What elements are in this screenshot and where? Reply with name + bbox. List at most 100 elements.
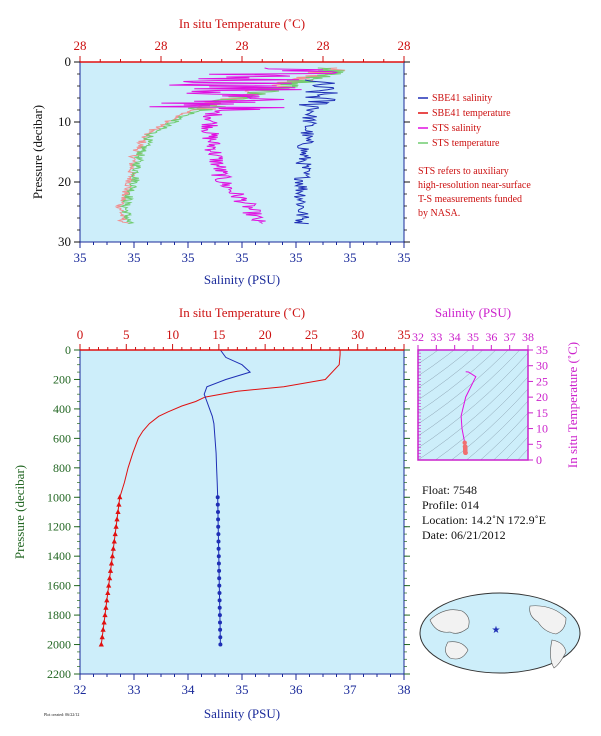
full-profile-top-tick-label: 0 — [77, 327, 84, 342]
full-profile-bottom-axis-label: Salinity (PSU) — [204, 706, 280, 721]
near-surface-ticks: 28 28 28 28 28 35 35 35 35 35 35 35 0 10 20 30 — [58, 38, 411, 265]
near-surface-y-tick-label: 20 — [58, 174, 71, 189]
ts-right-tick-label: 5 — [536, 437, 542, 451]
series-sbe-salinity — [293, 79, 338, 225]
ts-top-tick-label: 34 — [449, 330, 461, 344]
world-map-asia — [429, 609, 470, 634]
full-profile-y-tick-label: 800 — [53, 461, 71, 475]
temperature-marker — [110, 545, 116, 551]
ts-top-tick-label: 36 — [485, 330, 497, 344]
full-profile-y-tick-label: 1800 — [47, 608, 71, 622]
temperature-marker — [99, 634, 105, 640]
ts-series — [460, 371, 477, 455]
salinity-marker — [218, 635, 223, 640]
full-profile-y-tick-label: 1200 — [47, 520, 71, 534]
ts-density-contour — [418, 350, 509, 425]
ts-density-contour — [418, 352, 528, 449]
full-profile-bottom-tick-label: 32 — [74, 682, 87, 697]
temperature-marker — [102, 612, 108, 618]
full-profile-top-tick-label: 10 — [166, 327, 179, 342]
temperature-marker — [107, 575, 113, 581]
salinity-marker — [216, 546, 221, 551]
temperature-marker — [115, 509, 121, 514]
near-surface-y-axis-label: Pressure (decibar) — [30, 105, 45, 199]
temperature-marker — [111, 538, 117, 544]
temperature-marker — [112, 531, 118, 537]
temperature-marker — [109, 553, 115, 559]
full-profile-y-axis-label: Pressure (decibar) — [12, 465, 27, 559]
near-surface-top-tick-label: 28 — [74, 38, 87, 53]
ts-density-contour — [434, 376, 528, 460]
near-surface-bottom-tick-label: 35 — [236, 250, 249, 265]
profile-number: Profile: 014 — [422, 498, 479, 512]
full-profile-bottom-tick-label: 35 — [236, 682, 249, 697]
near-surface-top-tick-label: 28 — [317, 38, 330, 53]
near-surface-y-tick-label: 0 — [65, 54, 72, 69]
near-surface-plot: 28 28 28 28 28 35 35 35 35 35 35 35 0 10 20 30 In situ … — [30, 16, 411, 287]
full-profile-y-tick-label: 1600 — [47, 579, 71, 593]
legend-label-sts-salinity: STS salinity — [432, 123, 481, 134]
salinity-marker — [218, 620, 222, 625]
legend-note-line-2: high-resolution near-surface — [418, 180, 531, 191]
legend-note-line-4: by NASA. — [418, 208, 460, 219]
series-sts-salinity — [149, 67, 339, 225]
profile-date: Date: 06/21/2012 — [422, 528, 506, 542]
temperature-marker — [108, 560, 115, 566]
near-surface-bottom-tick-label: 35 — [398, 250, 411, 265]
ts-density-contour — [418, 364, 528, 460]
salinity-marker — [218, 642, 223, 647]
ts-top-tick-label: 38 — [522, 330, 534, 344]
legend-label-sbe-temperature: SBE41 temperature — [432, 108, 511, 119]
float-location-marker: ★ — [492, 625, 501, 636]
legend: SBE41 salinity SBE41 temperature STS sal… — [418, 93, 531, 219]
temperature-marker — [105, 590, 111, 595]
full-profile-top-tick-label: 5 — [123, 327, 130, 342]
ts-right-tick-label: 35 — [536, 343, 548, 357]
temperature-marker — [116, 501, 122, 507]
salinity-marker — [217, 605, 222, 610]
salinity-marker — [216, 539, 221, 544]
salinity-marker — [217, 568, 222, 573]
ts-density-contour — [480, 412, 528, 460]
float-id: Float: 7548 — [422, 483, 477, 497]
world-map-north-america — [529, 605, 567, 635]
near-surface-plot-area — [80, 62, 404, 242]
temperature-marker — [104, 597, 110, 603]
ts-density-contour — [418, 350, 455, 377]
ts-plot-area — [418, 350, 528, 460]
ts-right-tick-label: 15 — [536, 406, 548, 420]
temperature-marker — [114, 516, 120, 522]
location: Location: 14.2˚N 172.9˚E — [422, 513, 546, 527]
near-surface-bottom-tick-label: 35 — [290, 250, 303, 265]
world-map-south-america — [550, 639, 567, 669]
full-profile-y-tick-label: 400 — [53, 402, 71, 416]
legend-label-sts-temperature: STS temperature — [432, 138, 500, 149]
series-sbe-salinity-profile — [203, 349, 252, 645]
ts-density-contour — [418, 350, 470, 389]
full-profile-bottom-tick-label: 38 — [398, 682, 411, 697]
full-profile-bottom-tick-label: 34 — [182, 682, 196, 697]
salinity-marker — [216, 524, 221, 529]
near-surface-bottom-tick-label: 35 — [74, 250, 87, 265]
ts-density-contour — [418, 350, 497, 413]
salinity-marker — [216, 532, 221, 537]
near-surface-bottom-tick-label: 35 — [182, 250, 195, 265]
ts-right-tick-label: 20 — [536, 390, 548, 404]
salinity-marker — [216, 561, 221, 566]
near-surface-top-axis-label: In situ Temperature (˚C) — [179, 16, 305, 31]
full-profile-bottom-tick-label: 36 — [290, 682, 304, 697]
full-profile-y-tick-label: 2000 — [47, 638, 71, 652]
ts-density-contour — [418, 350, 521, 437]
ts-point — [462, 440, 467, 445]
ts-top-tick-label: 32 — [412, 330, 424, 344]
legend-label-sbe-salinity: SBE41 salinity — [432, 93, 492, 104]
near-surface-y-tick-label: 30 — [58, 234, 71, 249]
salinity-marker — [217, 576, 222, 581]
ts-point-deep — [463, 444, 468, 449]
ts-right-tick-label: 0 — [536, 453, 542, 467]
salinity-marker — [217, 598, 222, 603]
full-profile-y-tick-label: 2200 — [47, 667, 71, 681]
full-profile-y-tick-label: 1000 — [47, 490, 71, 504]
